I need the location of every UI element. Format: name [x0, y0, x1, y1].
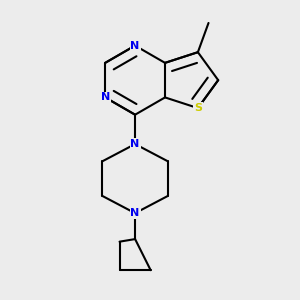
- Text: N: N: [130, 40, 140, 51]
- Text: N: N: [130, 139, 140, 149]
- Text: N: N: [100, 92, 110, 102]
- Text: N: N: [130, 208, 140, 218]
- Text: S: S: [194, 103, 202, 113]
